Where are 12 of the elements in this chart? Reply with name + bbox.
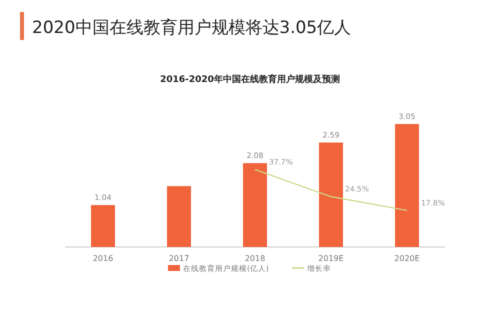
x-tick-label: 2016 [92, 254, 114, 263]
bar [167, 186, 191, 247]
chart-subtitle: 2016-2020年中国在线教育用户规模及预测 [160, 73, 340, 85]
bar [319, 142, 343, 247]
x-tick-label: 2020E [394, 254, 420, 263]
bar [91, 205, 115, 247]
chart-title: 2020中国在线教育用户规模将达3.05亿人 [32, 18, 352, 38]
bar [395, 124, 419, 247]
bar [243, 163, 267, 247]
x-tick-label: 2018 [244, 254, 266, 263]
x-tick-label: 2017 [168, 254, 190, 263]
x-tick-label: 2019E [318, 254, 344, 263]
